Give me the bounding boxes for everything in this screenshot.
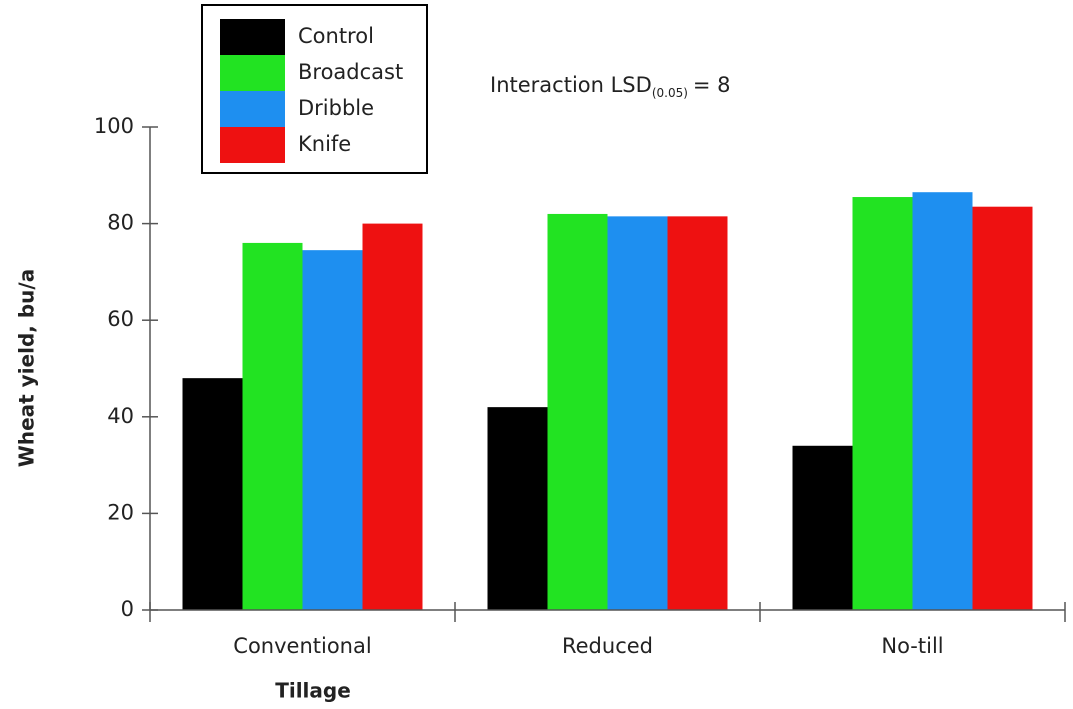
x-tick-label: Conventional [233,634,371,658]
bar [362,223,423,610]
x-axis-label: Tillage [275,679,351,703]
y-tick-label: 80 [107,211,134,235]
bar [487,407,548,610]
annotation-text: Interaction LSD [490,73,652,97]
bar [852,197,913,610]
legend-swatch [220,55,285,91]
bar [302,250,363,611]
y-axis-label: Wheat yield, bu/a [15,269,39,467]
x-tick-label: No-till [881,634,943,658]
bar [182,378,243,610]
legend-label: Broadcast [298,60,403,84]
y-tick-label: 0 [121,597,134,621]
bar [912,192,973,610]
bar [547,213,608,610]
annotation-subscript: (0.05) [652,86,688,100]
y-tick-label: 100 [94,114,134,138]
legend-swatch [220,91,285,127]
bar [972,206,1033,610]
bar [792,445,853,610]
legend-swatch [220,127,285,163]
bar [607,216,668,611]
y-tick-label: 20 [107,500,134,524]
annotation: Interaction LSD(0.05) = 8 [490,73,731,100]
legend-swatch [220,19,285,55]
bar [667,216,728,611]
legend-label: Knife [298,132,351,156]
annotation-suffix: = 8 [693,73,731,97]
bar [242,242,303,611]
x-tick-label: Reduced [562,634,653,658]
legend-label: Control [298,24,374,48]
y-tick-label: 40 [107,404,134,428]
y-tick-label: 60 [107,307,134,331]
legend-label: Dribble [298,96,374,120]
